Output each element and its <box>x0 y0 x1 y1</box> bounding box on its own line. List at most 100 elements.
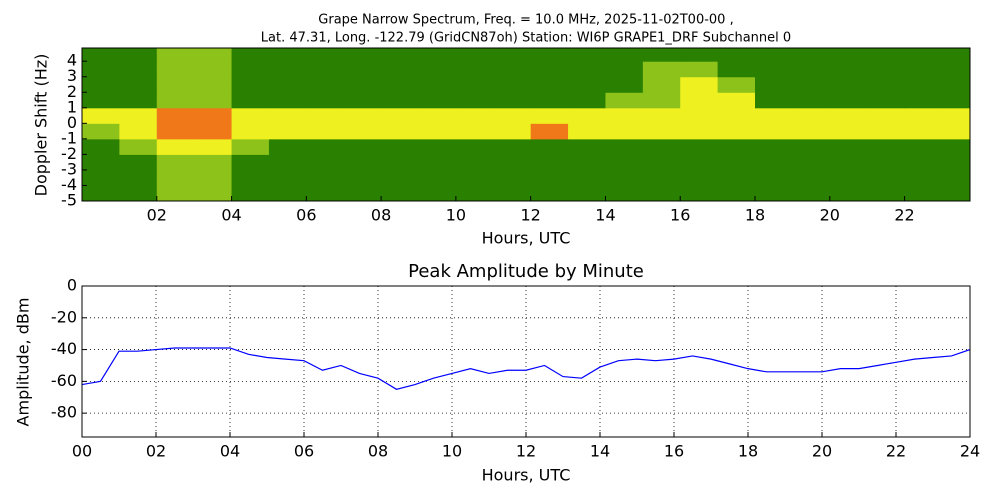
heatmap-cell <box>941 48 970 62</box>
heatmap-cell <box>381 107 420 124</box>
heatmap-cell <box>455 169 494 186</box>
heatmap-cell <box>343 107 382 124</box>
heatmap-cell <box>642 61 681 78</box>
heatmap-cell <box>455 154 494 171</box>
heatmap-cell <box>941 138 970 155</box>
heatmap-cell <box>568 138 606 155</box>
heatmap-cell <box>306 169 345 186</box>
heatmap-cell <box>717 138 756 155</box>
heatmap-cell <box>82 92 120 109</box>
heatmap-cell <box>493 123 532 140</box>
heatmap-cell <box>867 107 906 124</box>
heatmap-cell <box>418 61 457 78</box>
heatmap-cell <box>568 61 606 78</box>
heatmap-cell <box>792 138 831 155</box>
x-tick-label: 14 <box>590 442 610 461</box>
heatmap-cell <box>904 92 943 109</box>
heatmap-cell <box>642 185 681 201</box>
heatmap-cell <box>455 48 494 62</box>
y-tick-label: 3 <box>67 66 77 85</box>
heatmap-cell <box>605 169 644 186</box>
heatmap-cell <box>82 185 120 201</box>
x-axis-label: Hours, UTC <box>482 229 571 248</box>
heatmap-cell <box>418 185 457 201</box>
heatmap-cell <box>642 154 681 171</box>
heatmap-cell <box>306 123 345 140</box>
heatmap-cell <box>680 169 719 186</box>
heatmap-cell <box>568 92 606 109</box>
heatmap-cell <box>455 61 494 78</box>
heatmap-cell <box>829 123 868 140</box>
heatmap-cell <box>642 48 681 62</box>
heatmap-cell <box>306 76 345 93</box>
heatmap-cell <box>156 185 195 201</box>
y-tick-label: -5 <box>61 191 77 210</box>
heatmap-cell <box>82 154 120 171</box>
heatmap-cell <box>268 107 307 124</box>
heatmap-cell <box>755 92 793 109</box>
heatmap-cell <box>605 138 644 155</box>
heatmap-cell <box>231 138 270 155</box>
heatmap-cell <box>306 185 345 201</box>
heatmap-cell <box>755 76 793 93</box>
heatmap-cell <box>530 169 569 186</box>
y-tick-label: -1 <box>61 128 77 147</box>
heatmap-cell <box>717 92 756 109</box>
heatmap-cell <box>568 76 606 93</box>
heatmap-cell <box>231 185 270 201</box>
heatmap-cell <box>156 92 195 109</box>
heatmap-cell <box>306 61 345 78</box>
heatmap-cell <box>493 48 532 62</box>
heatmap-cell <box>605 185 644 201</box>
x-tick-label: 06 <box>294 442 314 461</box>
heatmap-cell <box>717 107 756 124</box>
heatmap-cell <box>530 48 569 62</box>
heatmap-cell <box>156 107 195 124</box>
heatmap-cell <box>156 76 195 93</box>
x-tick-label: 04 <box>220 442 240 461</box>
heatmap-cell <box>792 185 831 201</box>
heatmap-cell <box>792 61 831 78</box>
heatmap-cell <box>82 61 120 78</box>
heatmap-cell <box>82 76 120 93</box>
y-tick-label: -3 <box>61 159 77 178</box>
heatmap-cell <box>418 76 457 93</box>
heatmap-cell <box>381 123 420 140</box>
heatmap-cell <box>680 185 719 201</box>
heatmap-cell <box>904 61 943 78</box>
heatmap-cell <box>568 169 606 186</box>
heatmap-cell <box>343 185 382 201</box>
heatmap-cell <box>867 169 906 186</box>
heatmap-cell <box>343 154 382 171</box>
heatmap-cell <box>268 61 307 78</box>
heatmap-cell <box>119 61 158 78</box>
heatmap-cell <box>755 61 793 78</box>
heatmap-cell <box>343 123 382 140</box>
chart-title-line: Grape Narrow Spectrum, Freq. = 10.0 MHz,… <box>318 13 733 28</box>
heatmap-cell <box>381 154 420 171</box>
x-tick-label: 20 <box>812 442 832 461</box>
heatmap-cell <box>642 123 681 140</box>
heatmap-cell <box>381 48 420 62</box>
heatmap-cell <box>941 76 970 93</box>
heatmap-cell <box>792 169 831 186</box>
heatmap-cell <box>755 107 793 124</box>
heatmap-cell <box>904 169 943 186</box>
heatmap-cell <box>82 107 120 124</box>
heatmap-cell <box>455 76 494 93</box>
heatmap-cell <box>605 92 644 109</box>
heatmap-cell <box>381 92 420 109</box>
x-tick-label: 16 <box>664 442 684 461</box>
heatmap-cell <box>156 154 195 171</box>
heatmap-cell <box>82 48 120 62</box>
heatmap-cell <box>792 48 831 62</box>
line <box>82 347 970 390</box>
heatmap-cell <box>455 123 494 140</box>
chart-title-line: Lat. 47.31, Long. -122.79 (GridCN87oh) S… <box>261 31 791 46</box>
heatmap-cell <box>941 123 970 140</box>
heatmap-cell <box>194 92 233 109</box>
heatmap-cell <box>306 48 345 62</box>
heatmap-cell <box>605 61 644 78</box>
heatmap-cell <box>455 185 494 201</box>
heatmap-cell <box>755 154 793 171</box>
